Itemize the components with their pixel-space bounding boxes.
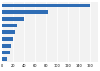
Bar [2, 44, 11, 48]
Bar [2, 57, 7, 61]
Bar [2, 4, 90, 7]
Bar [2, 17, 24, 21]
Bar [2, 37, 13, 41]
Bar [2, 51, 10, 54]
Bar [2, 30, 15, 34]
Bar [2, 10, 47, 14]
Bar [2, 24, 17, 27]
